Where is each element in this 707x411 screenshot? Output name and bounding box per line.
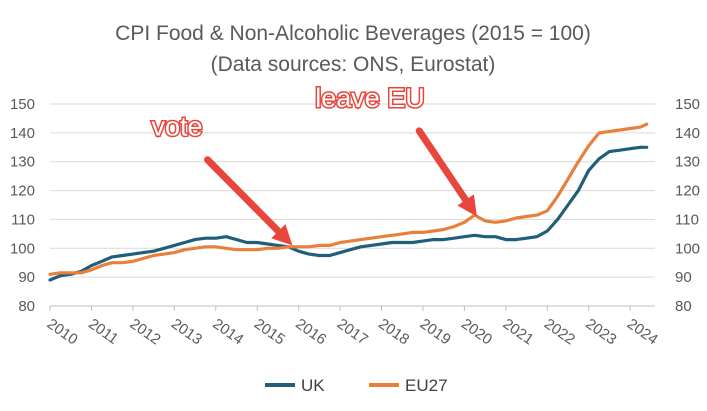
y-tick-label: 150	[10, 96, 35, 113]
y-axis-left: 80 90 100 110 120 130 140 150	[10, 96, 35, 315]
x-tick-label: 2019	[417, 315, 454, 348]
y2-tick-label: 90	[675, 269, 692, 286]
x-tick-label: 2012	[127, 315, 164, 348]
grid-lines	[50, 103, 655, 307]
y2-tick-label: 150	[675, 96, 700, 113]
x-tick-label: 2014	[209, 315, 246, 348]
y-tick-label: 120	[10, 183, 35, 200]
x-tick-label: 2021	[500, 315, 537, 348]
chart-title: CPI Food & Non-Alcoholic Beverages (2015…	[115, 22, 591, 45]
x-tick-label: 2023	[582, 315, 619, 348]
annotation-arrowhead	[457, 194, 477, 217]
x-tick-label: 2011	[85, 315, 121, 347]
y-tick-label: 90	[18, 269, 35, 286]
series-line-eu27	[48, 122, 649, 276]
legend-label: UK	[301, 376, 325, 395]
y2-tick-label: 110	[675, 211, 699, 228]
annotation-arrow	[204, 156, 282, 235]
y2-tick-label: 140	[675, 125, 700, 142]
y-tick-label: 130	[10, 154, 35, 171]
annotations: vote leave EU	[150, 81, 477, 246]
annotation-arrowhead	[271, 224, 293, 246]
x-tick-label: 2024	[624, 315, 661, 348]
y-tick-label: 80	[18, 298, 35, 315]
annotation-arrow	[415, 127, 470, 204]
y2-tick-label: 130	[675, 154, 700, 171]
x-tick-label: 2015	[251, 315, 288, 348]
annotation-label: vote	[152, 112, 203, 142]
x-tick-label: 2018	[375, 315, 412, 348]
chart-subtitle: (Data sources: ONS, Eurostat)	[211, 53, 496, 76]
y2-tick-label: 100	[675, 240, 700, 257]
annotation-label: leave EU	[315, 83, 425, 113]
y-tick-label: 140	[10, 125, 35, 142]
legend-label: EU27	[405, 376, 448, 395]
y2-tick-label: 80	[675, 298, 692, 315]
x-tick-label: 2013	[168, 315, 205, 348]
x-tick-label: 2010	[44, 315, 81, 348]
series-line-uk	[48, 145, 649, 282]
x-axis: 2010 2011 2012 2013 2014 2015 2016 2017 2018 2019…	[44, 305, 661, 348]
y-tick-label: 110	[11, 211, 35, 228]
y2-tick-label: 120	[675, 183, 700, 200]
x-tick-label: 2017	[334, 315, 371, 348]
series-lines	[48, 122, 649, 282]
legend: UK EU27	[265, 376, 448, 395]
y-tick-label: 100	[10, 240, 35, 257]
y-axis-right: 80 90 100 110 120 130 140 150	[675, 96, 700, 315]
x-tick-label: 2016	[292, 315, 329, 348]
x-tick-label: 2022	[541, 315, 578, 348]
x-tick-label: 2020	[458, 315, 495, 348]
